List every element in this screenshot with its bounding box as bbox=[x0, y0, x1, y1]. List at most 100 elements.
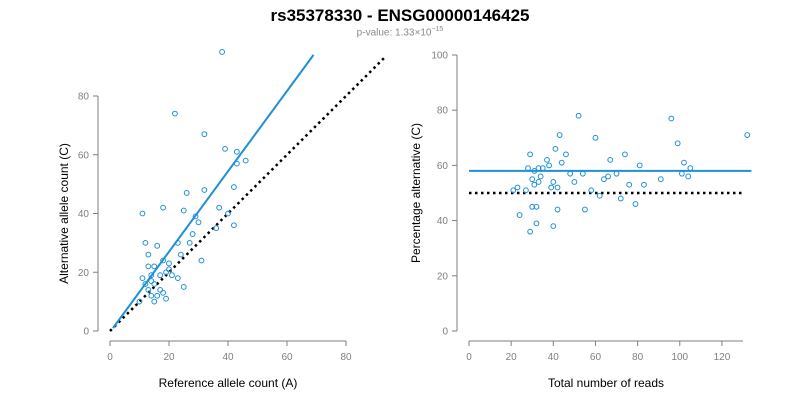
panel-1-x-tick-label: 80 bbox=[340, 352, 352, 363]
panel-1-data-point bbox=[225, 210, 231, 217]
panel-1-data-point bbox=[145, 263, 152, 270]
panel-2-data-point bbox=[613, 170, 620, 177]
panel-2-data-point bbox=[592, 134, 599, 141]
panel-2-data-point bbox=[632, 201, 639, 207]
panel-1: 0 20 40 60 80 0 20 40 60 80 Reference allele count… bbox=[57, 49, 386, 390]
panel-2-x-tick-label: 0 bbox=[466, 352, 472, 363]
panel-2-x-axis-label: Total number of reads bbox=[548, 376, 664, 390]
panel-2-data-point bbox=[550, 179, 557, 185]
panel-1-data-point bbox=[222, 145, 228, 152]
panel-1-x-tick-label: 20 bbox=[163, 352, 175, 363]
panel-2-data-point bbox=[554, 184, 561, 191]
panel-1-data-point bbox=[151, 263, 158, 270]
panel-1-data-point bbox=[151, 298, 158, 305]
panel-2-data-point bbox=[579, 170, 586, 177]
panel-2-data-point bbox=[685, 173, 692, 180]
panel-1-data-point bbox=[201, 131, 208, 138]
panel-1-data-point bbox=[148, 292, 155, 299]
panel-2-data-point bbox=[516, 212, 523, 218]
panel-1-data-point bbox=[136, 298, 143, 305]
panel-1-data-point bbox=[148, 272, 155, 279]
panel-1-data-point bbox=[201, 187, 208, 193]
panel-2-data-point bbox=[529, 176, 536, 183]
panel-2-data-point bbox=[668, 115, 675, 122]
panel-1-y-tick-label: 40 bbox=[78, 209, 90, 220]
panel-2-data-point bbox=[636, 162, 643, 169]
panel-2-data-point bbox=[546, 162, 552, 169]
panel-1-data-point bbox=[172, 110, 178, 117]
panel-1-reference-line bbox=[109, 56, 386, 332]
panel-2-data-point bbox=[681, 159, 687, 166]
panel-1-y-tick-label: 80 bbox=[78, 92, 90, 103]
panel-1-data-point bbox=[189, 231, 196, 237]
panel-2-data-point bbox=[533, 203, 540, 210]
panel-2-data-point bbox=[687, 165, 694, 172]
panel-2-data-point bbox=[550, 223, 557, 230]
panel-2-data-point bbox=[674, 140, 681, 147]
panel-1-data-point bbox=[231, 184, 237, 190]
panel-1-data-point bbox=[154, 292, 161, 299]
panel-2-data-point bbox=[556, 132, 563, 138]
panel-1-data-point bbox=[174, 275, 181, 282]
panel-1-data-point bbox=[145, 286, 152, 293]
panel-2-data-point bbox=[600, 176, 607, 183]
panel-1-data-point bbox=[157, 272, 164, 279]
panel-1-data-point bbox=[174, 239, 181, 246]
panel-2-x-tick-label: 60 bbox=[590, 352, 602, 363]
panel-2: 0 20 40 60 80 100 120 0 20 40 60 80 100 Total number … bbox=[409, 51, 752, 390]
panel-2-data-point bbox=[535, 179, 542, 185]
panel-1-data-point bbox=[160, 289, 167, 296]
panel-2-data-point bbox=[537, 173, 544, 180]
panel-1-data-point bbox=[145, 251, 152, 258]
panel-1-x-axis-label: Reference allele count (A) bbox=[159, 376, 298, 390]
panel-2-x-tick-label: 40 bbox=[548, 352, 560, 363]
panel-2-data-point bbox=[527, 228, 534, 235]
panel-1-data-point bbox=[192, 213, 199, 220]
panel-2-data-point bbox=[531, 168, 538, 174]
panel-1-data-point bbox=[166, 266, 172, 273]
panel-1-data-point bbox=[186, 239, 193, 246]
panel-1-x-tick-label: 40 bbox=[222, 352, 234, 363]
panel-2-data-point bbox=[641, 181, 647, 188]
panel-2-y-tick-label: 80 bbox=[437, 106, 449, 117]
panel-2-data-point bbox=[617, 195, 624, 202]
panel-1-data-point bbox=[216, 204, 223, 211]
panel-2-data-point bbox=[605, 173, 612, 180]
panel-2-y-tick-label: 40 bbox=[437, 216, 449, 227]
panel-1-data-point bbox=[139, 275, 146, 282]
panel-1-data-point bbox=[180, 207, 187, 214]
panel-1-data-point bbox=[160, 204, 167, 211]
panel-2-data-point bbox=[525, 165, 531, 172]
panel-2-data-point bbox=[535, 165, 542, 172]
panel-1-data-point bbox=[177, 251, 184, 258]
panel-2-data-point bbox=[596, 192, 603, 199]
panel-2-data-point bbox=[622, 151, 628, 158]
panel-2-y-axis-label: Percentage alternative (C) bbox=[409, 123, 423, 263]
panel-1-data-point bbox=[169, 272, 175, 279]
chart-subtitle: p-value: 1.33×10−15 bbox=[0, 26, 800, 38]
panel-1-fit-line bbox=[112, 54, 315, 329]
panel-1-data-point bbox=[160, 257, 167, 264]
panel-2-data-point bbox=[575, 112, 582, 119]
panel-1-y-tick-label: 20 bbox=[78, 268, 90, 279]
panel-2-y-tick-label: 100 bbox=[431, 51, 448, 62]
panel-2-data-point bbox=[567, 170, 574, 177]
panel-2-y-tick-label: 0 bbox=[442, 327, 448, 338]
panel-1-data-point bbox=[142, 239, 149, 246]
panel-2-y-tick-label: 20 bbox=[437, 271, 449, 282]
pvalue-exponent: −15 bbox=[431, 26, 444, 33]
panel-2-data-point bbox=[529, 203, 536, 210]
panel-2-data-point bbox=[626, 181, 633, 188]
panel-1-data-point bbox=[166, 260, 172, 267]
panel-2-data-point bbox=[552, 145, 559, 152]
panel-2-x-tick-label: 80 bbox=[632, 352, 644, 363]
panel-2-data-point bbox=[582, 206, 588, 213]
panel-2-data-point bbox=[563, 151, 569, 158]
panel-1-data-point bbox=[180, 284, 187, 290]
panel-2-data-point bbox=[678, 170, 685, 177]
panel-1-data-point bbox=[163, 269, 169, 276]
panel-1-data-point bbox=[233, 160, 240, 167]
chart-title: rs35378330 - ENSG00000146425 bbox=[270, 6, 530, 25]
